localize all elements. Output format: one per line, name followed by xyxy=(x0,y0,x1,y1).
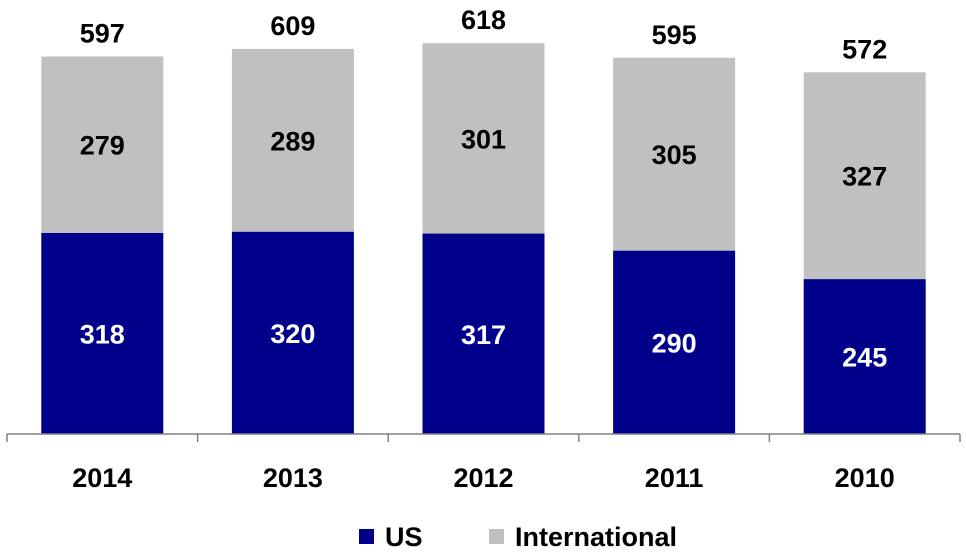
x-tick-label-2013: 2013 xyxy=(263,463,323,493)
data-label-international-2014: 279 xyxy=(80,131,125,161)
legend-label-international: International xyxy=(515,522,677,552)
x-tick-label-2010: 2010 xyxy=(835,463,895,493)
bar-us-2010 xyxy=(803,279,926,434)
bar-international-2011 xyxy=(613,57,736,251)
bar-us-2011 xyxy=(613,250,736,434)
bars-layer: 318 279 597 320 289 609 317 301 618 290 305 595 245 3… xyxy=(41,5,926,434)
data-label-us-2011: 290 xyxy=(652,328,697,358)
total-label-2011: 595 xyxy=(652,20,697,50)
x-tick-label-2011: 2011 xyxy=(645,463,704,493)
total-label-2010: 572 xyxy=(842,34,887,64)
bar-us-2012 xyxy=(422,233,545,434)
data-label-us-2012: 317 xyxy=(461,320,506,350)
total-label-2014: 597 xyxy=(80,19,125,49)
data-label-us-2014: 318 xyxy=(80,319,125,349)
bar-international-2013 xyxy=(231,48,354,232)
legend-label-us: US xyxy=(385,522,423,552)
x-axis: 2014 2013 2012 2011 2010 xyxy=(6,433,961,493)
bar-international-2012 xyxy=(422,43,545,234)
bar-international-2014 xyxy=(41,56,164,233)
bar-international-2010 xyxy=(803,72,926,280)
legend-swatch-us xyxy=(359,529,374,544)
data-label-international-2011: 305 xyxy=(652,140,697,170)
bar-us-2014 xyxy=(41,232,164,434)
data-label-us-2010: 245 xyxy=(842,343,887,373)
legend: US International xyxy=(359,522,677,552)
bar-us-2013 xyxy=(231,231,354,434)
total-label-2013: 609 xyxy=(270,11,315,41)
legend-swatch-international xyxy=(489,529,504,544)
data-label-international-2013: 289 xyxy=(270,126,315,156)
x-tick-label-2014: 2014 xyxy=(72,463,132,493)
total-label-2012: 618 xyxy=(461,5,506,35)
data-label-us-2013: 320 xyxy=(270,319,315,349)
data-label-international-2010: 327 xyxy=(842,162,887,192)
x-tick-label-2012: 2012 xyxy=(453,463,513,493)
data-label-international-2012: 301 xyxy=(461,124,506,154)
